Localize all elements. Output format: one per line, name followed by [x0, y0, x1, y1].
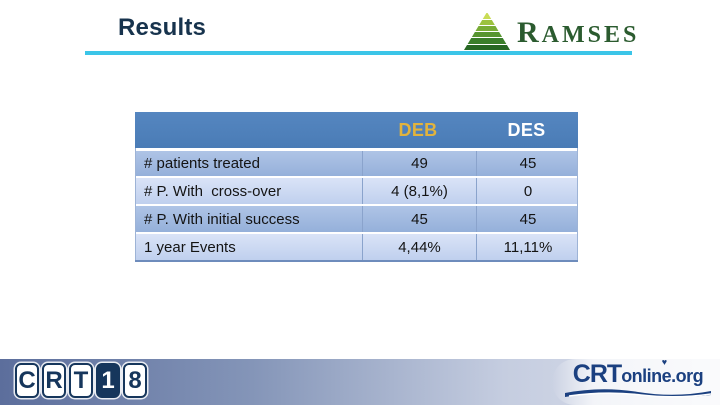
des-value: 11,11%	[476, 234, 579, 260]
crt18-tile-t: T	[69, 363, 93, 398]
table-header-row: DEB DES	[135, 112, 578, 148]
crtonline-logo-text: CRTonline.org ♥	[572, 358, 704, 388]
page-title: Results	[118, 14, 207, 41]
deb-value: 4,44%	[362, 234, 476, 260]
des-value: 45	[476, 151, 579, 176]
deb-value: 4 (8,1%)	[362, 178, 476, 204]
crt18-tile-1: 1	[96, 363, 120, 398]
des-value: 45	[476, 206, 579, 232]
table-header-deb: DEB	[398, 119, 438, 140]
crt18-tile-8: 8	[123, 363, 147, 398]
table-row: # P. With initial success 45 45	[136, 204, 577, 232]
crtonline-rest: online.org	[621, 366, 704, 386]
results-table: DEB DES # patients treated 49 45 # P. Wi…	[135, 112, 578, 262]
ramses-logo-initial: R	[517, 16, 542, 49]
row-label: # P. With cross-over	[144, 182, 282, 200]
crtonline-logo: CRTonline.org ♥	[552, 358, 720, 405]
des-value: 0	[476, 178, 579, 204]
row-label: # P. With initial success	[144, 210, 300, 228]
table-body: # patients treated 49 45 # P. With cross…	[135, 148, 578, 260]
deb-value: 49	[362, 151, 476, 176]
crtonline-crt: CRT	[572, 360, 622, 388]
row-label: 1 year Events	[144, 238, 236, 256]
table-row: # patients treated 49 45	[136, 148, 577, 176]
wave-swoosh-icon	[565, 389, 711, 398]
deb-value: 45	[362, 206, 476, 232]
ramses-logo: RAMSES	[464, 12, 639, 50]
row-label: # patients treated	[144, 155, 260, 172]
footer-bar: C R T 1 8 CRTonline.org ♥	[0, 358, 720, 405]
heart-icon: ♥	[661, 357, 668, 367]
crt18-logo: C R T 1 8	[15, 363, 147, 398]
ramses-logo-rest: AMSES	[541, 22, 640, 48]
ramses-logo-text: RAMSES	[517, 18, 639, 50]
crt18-tile-c: C	[15, 363, 39, 398]
table-row: # P. With cross-over 4 (8,1%) 0	[136, 176, 577, 204]
table-row: 1 year Events 4,44% 11,11%	[136, 232, 577, 260]
table-header-des: DES	[507, 119, 546, 140]
crt18-tile-r: R	[42, 363, 66, 398]
pyramid-icon	[464, 12, 510, 50]
title-underline-rule	[85, 51, 632, 55]
